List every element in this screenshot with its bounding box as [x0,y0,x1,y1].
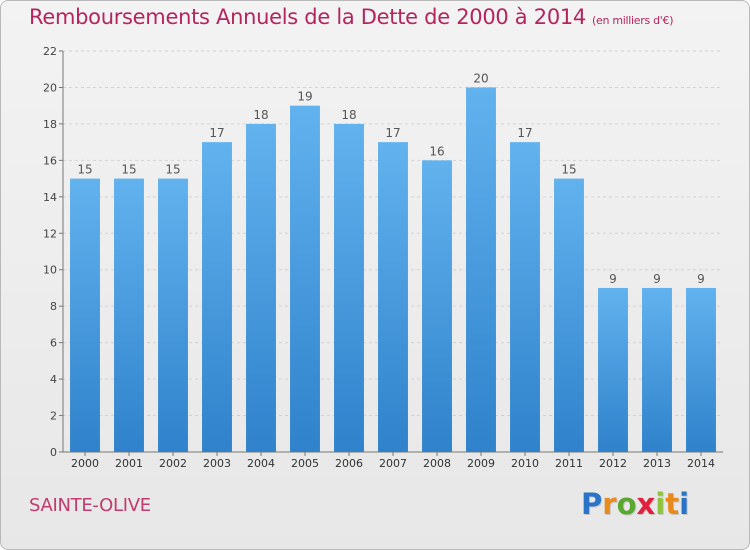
y-tick-label: 14 [43,191,57,204]
bar [422,160,452,452]
x-tick-label: 2005 [291,457,319,470]
chart-title: Remboursements Annuels de la Dette de 20… [29,5,673,29]
proxiti-logo: Proxiti [581,487,689,521]
x-tick-label: 2012 [599,457,627,470]
data-label: 9 [653,272,661,286]
x-tick-labels: 2000 2001 2002 2003 2004 2005 2006 2007 2008 2009… [71,457,715,470]
x-tick-label: 2007 [379,457,407,470]
logo-letter: x [636,487,656,521]
bar [70,178,100,452]
data-label: 15 [165,163,180,177]
data-label: 18 [341,108,356,122]
bar [378,142,408,453]
y-tick-label: 20 [43,81,57,94]
data-label: 9 [697,272,705,286]
y-tick-label: 6 [50,337,57,350]
x-tick-label: 2009 [467,457,495,470]
bar [114,178,144,452]
commune-name: SAINTE-OLIVE [29,495,151,516]
x-tick-label: 2002 [159,457,187,470]
y-tick-label: 22 [43,45,57,58]
x-tick-label: 2014 [687,457,715,470]
logo-letter: i [679,487,690,521]
y-tick-label: 4 [50,373,57,386]
x-tick-label: 2010 [511,457,539,470]
data-label: 17 [209,126,224,140]
bar [290,105,320,452]
bar [202,142,232,453]
x-tick-label: 2003 [203,457,231,470]
logo-letter: t [665,487,680,521]
y-tick-label: 8 [50,300,57,313]
bar [158,178,188,452]
y-tick-label: 16 [43,154,57,167]
data-label: 17 [517,126,532,140]
data-label: 19 [297,90,312,104]
bar [598,287,628,452]
bar [334,123,364,452]
logo-letter: o [616,487,637,521]
x-tick-label: 2004 [247,457,275,470]
y-tick-label: 2 [50,410,57,423]
chart-title-text: Remboursements Annuels de la Dette de 20… [29,5,586,29]
logo-letter: i [655,487,666,521]
data-label: 20 [473,71,488,85]
bar [246,123,276,452]
bars [70,87,716,453]
bar [642,287,672,452]
x-tick-label: 2013 [643,457,671,470]
data-label: 17 [385,126,400,140]
x-tick-label: 2001 [115,457,143,470]
logo-letter: r [602,487,617,521]
y-tick-label: 18 [43,118,57,131]
data-labels: 15 15 15 17 18 19 18 17 16 20 17 15 9 9 9 [77,71,704,286]
logo-letter: P [581,487,603,521]
y-tick-label: 12 [43,227,57,240]
x-tick-label: 2006 [335,457,363,470]
bar [554,178,584,452]
y-tick-labels: 0 2 4 6 8 10 12 14 16 18 20 22 [43,45,57,459]
y-tick-label: 0 [50,446,57,459]
bar [466,87,496,453]
data-label: 15 [561,163,576,177]
x-tick-label: 2008 [423,457,451,470]
x-tick-label: 2000 [71,457,99,470]
bar [510,142,540,453]
data-label: 15 [121,163,136,177]
y-tick-label: 10 [43,264,57,277]
x-tick-label: 2011 [555,457,583,470]
data-label: 9 [609,272,617,286]
data-label: 18 [253,108,268,122]
data-label: 15 [77,163,92,177]
data-label: 16 [429,144,444,158]
bar [686,287,716,452]
chart-subtitle: (en milliers d'€) [592,14,674,27]
